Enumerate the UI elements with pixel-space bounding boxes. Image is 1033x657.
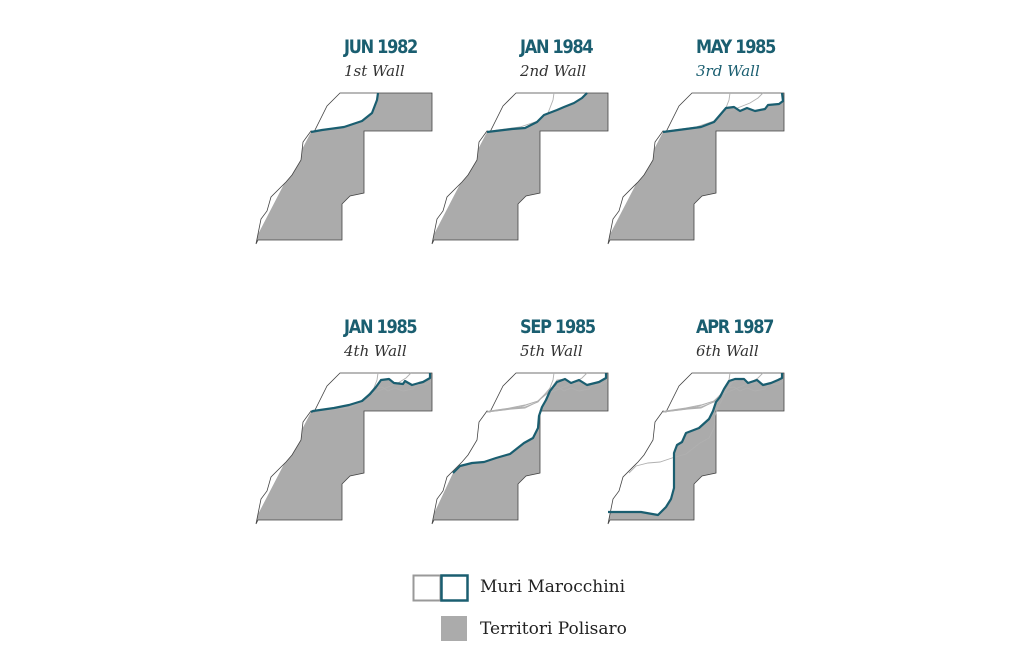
panel-date: JAN 1985 xyxy=(344,316,418,338)
current-wall-line xyxy=(662,92,785,134)
previous-wall-line xyxy=(310,372,432,413)
panel-date: SEP 1985 xyxy=(520,316,596,338)
map-panel-4: JAN 1985 4th Wall xyxy=(254,312,434,562)
map-panel-3: MAY 1985 3rd Wall xyxy=(606,32,786,282)
polisario-territory xyxy=(432,373,608,524)
panel-wall-name: 2nd Wall xyxy=(520,62,587,80)
polisario-territory xyxy=(608,93,784,244)
territory-swatch-icon xyxy=(441,616,467,641)
panel-date: APR 1987 xyxy=(696,316,774,338)
previous-wall-line xyxy=(486,372,608,413)
polisario-territory xyxy=(256,93,432,244)
map-panel-2: JAN 1984 2nd Wall xyxy=(430,32,610,282)
map-panel-1: JUN 1982 1st Wall xyxy=(254,32,434,282)
current-wall-line xyxy=(310,92,380,134)
panel-wall-name: 6th Wall xyxy=(696,342,759,360)
wall-swatch-icon xyxy=(412,574,469,602)
panel-date: JAN 1984 xyxy=(520,36,594,58)
western-sahara-map xyxy=(255,372,433,525)
polisario-territory xyxy=(432,93,608,244)
current-wall-line xyxy=(608,373,784,517)
panel-wall-name: 4th Wall xyxy=(344,342,407,360)
panel-date: MAY 1985 xyxy=(696,36,776,58)
previous-wall-line xyxy=(662,372,784,413)
western-sahara-map xyxy=(431,92,609,245)
panel-wall-name: 1st Wall xyxy=(344,62,405,80)
legend-territory-label: Territori Polisaro xyxy=(480,619,627,639)
western-sahara-map xyxy=(607,92,785,245)
western-sahara-map xyxy=(255,92,433,245)
current-wall-line xyxy=(310,373,432,413)
panel-wall-name: 3rd Wall xyxy=(696,62,760,80)
map-panel-6: APR 1987 6th Wall xyxy=(606,312,786,562)
legend-walls-label: Muri Marocchini xyxy=(480,577,626,597)
western-sahara-map xyxy=(431,372,609,525)
polisario-territory xyxy=(608,373,784,524)
current-wall-line xyxy=(452,373,608,474)
panel-wall-name: 5th Wall xyxy=(520,342,583,360)
panel-date: JUN 1982 xyxy=(344,36,418,58)
western-sahara-map xyxy=(607,372,785,525)
map-panel-5: SEP 1985 5th Wall xyxy=(430,312,610,562)
current-wall-line xyxy=(486,92,588,134)
polisario-territory xyxy=(256,373,432,524)
previous-wall-line xyxy=(310,372,412,413)
